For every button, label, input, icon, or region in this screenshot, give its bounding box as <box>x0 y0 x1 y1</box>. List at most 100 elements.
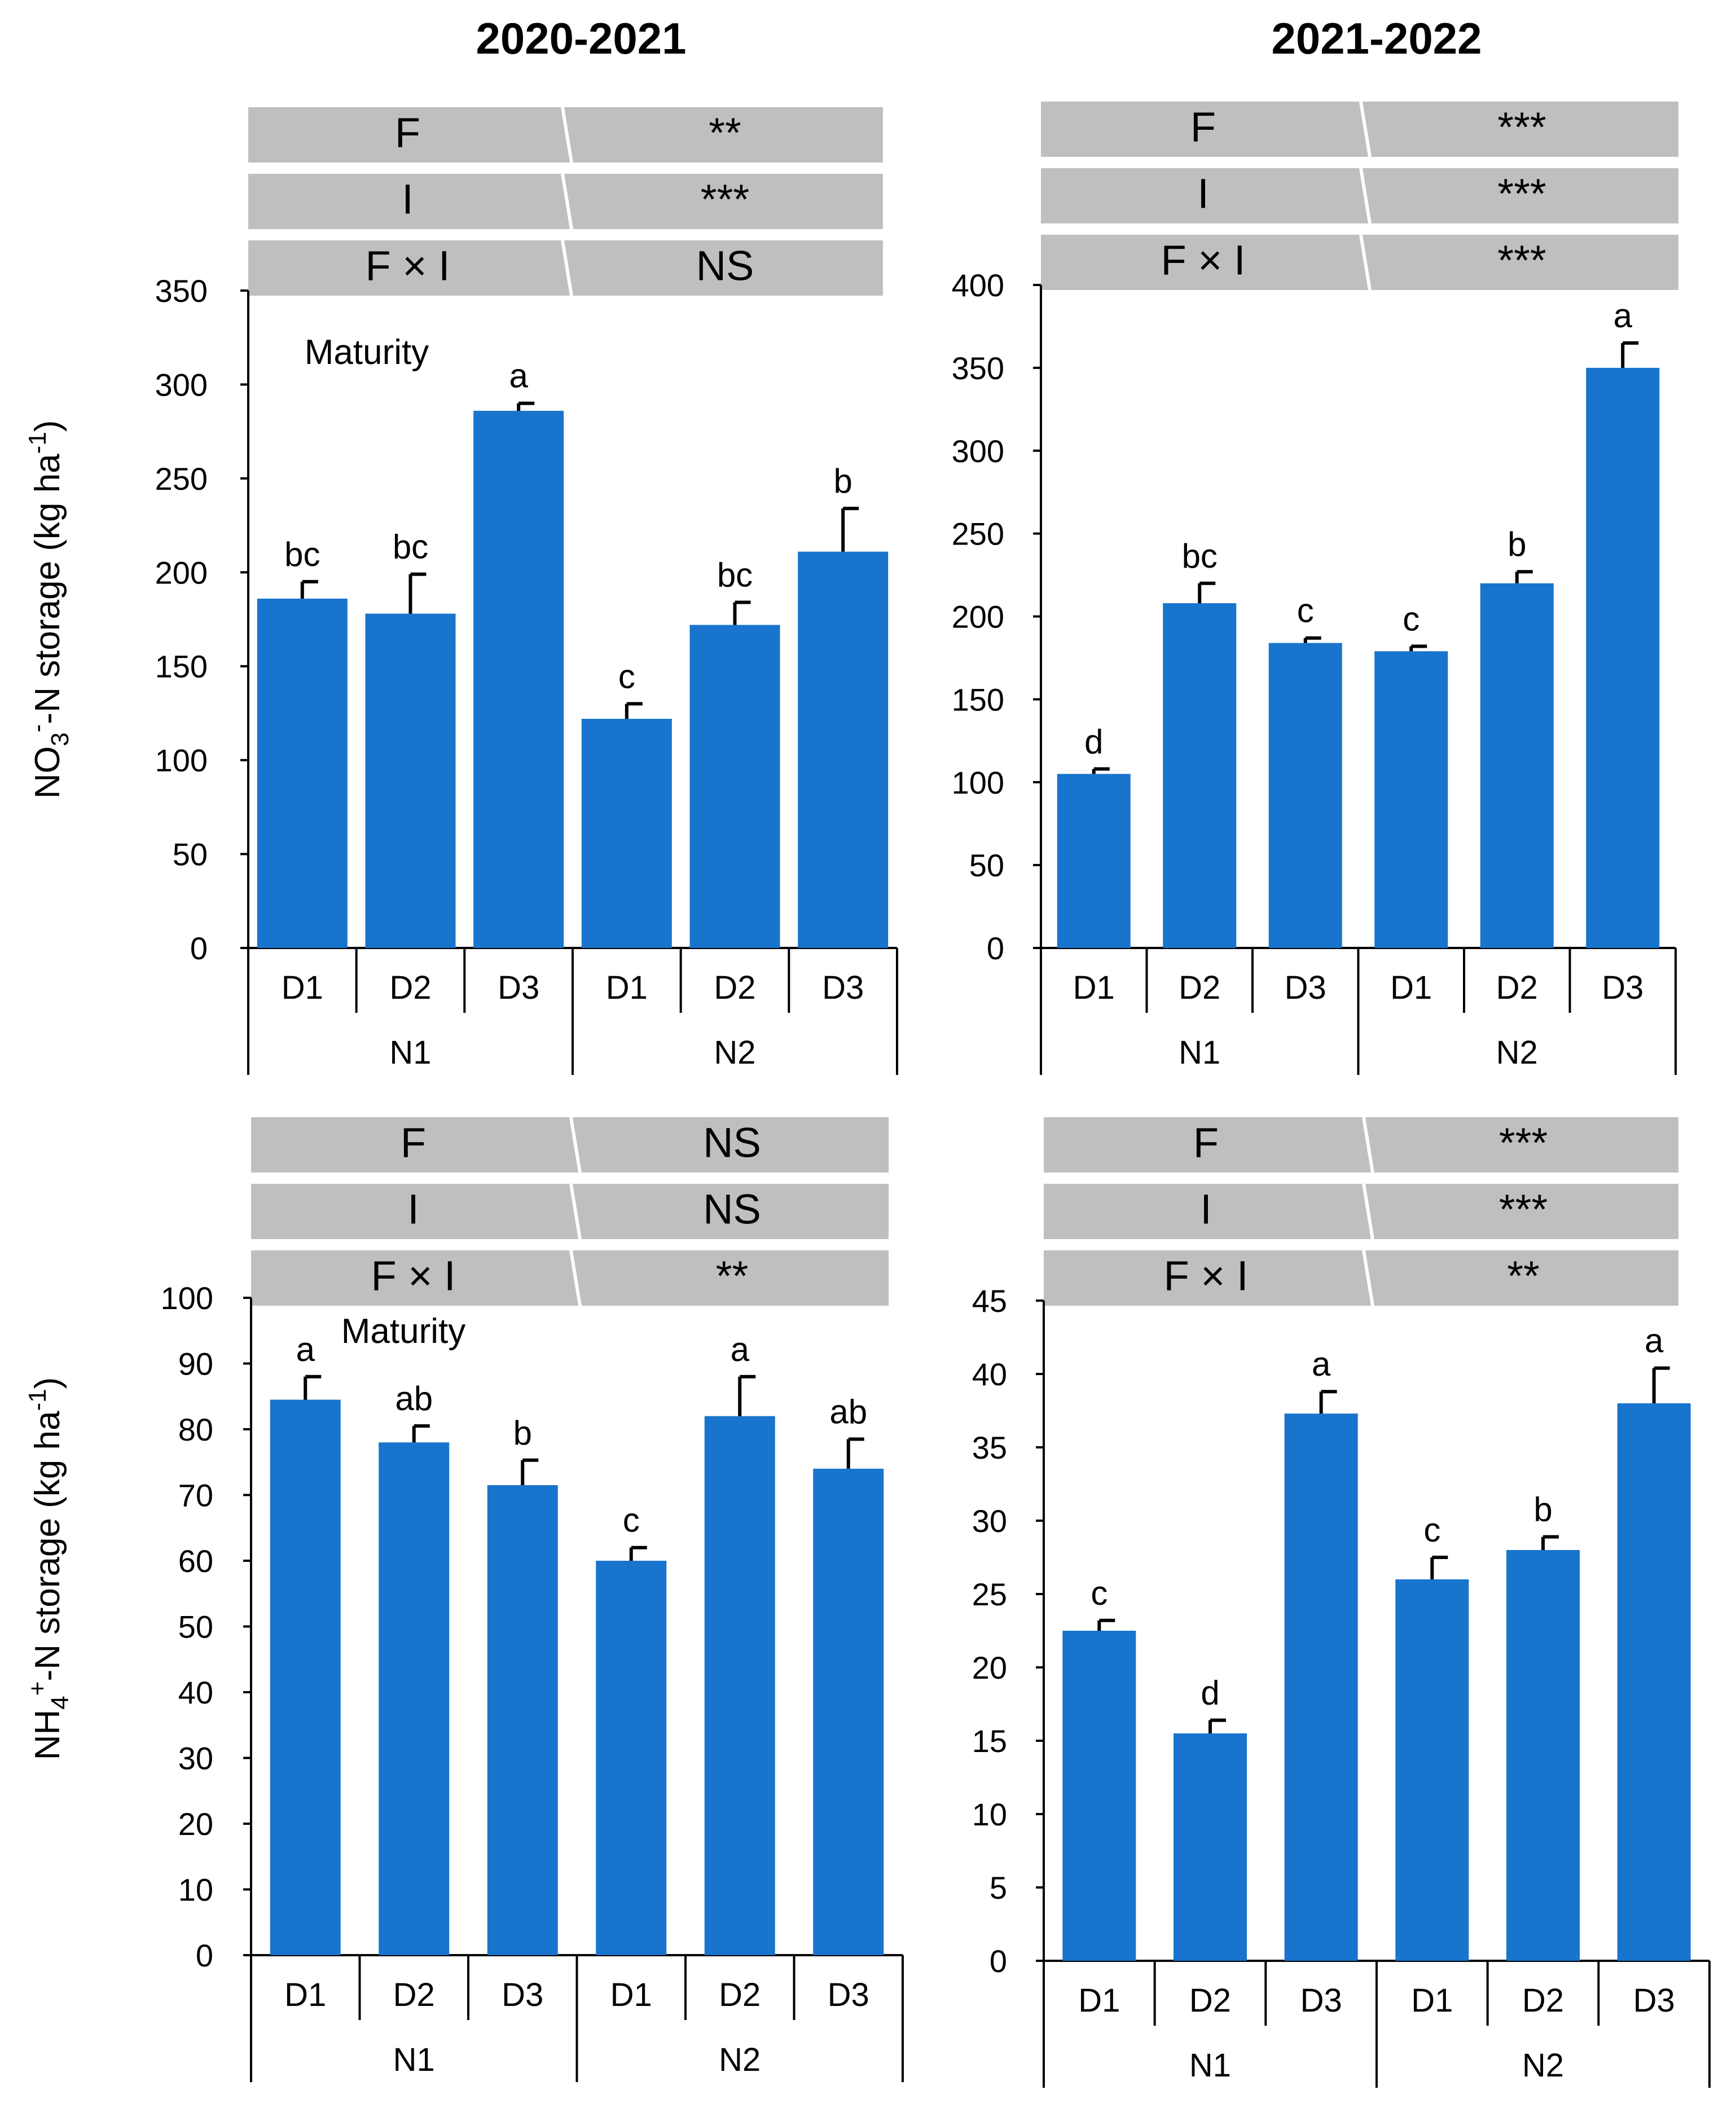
bar <box>581 718 672 948</box>
bar <box>1480 583 1554 948</box>
y-tick-label: 150 <box>952 682 1004 717</box>
bar <box>1617 1403 1691 1961</box>
y-tick-label: 45 <box>972 1283 1007 1319</box>
bar <box>1057 774 1131 948</box>
group-label: N1 <box>1189 2047 1231 2084</box>
stats-factor: F <box>1193 1119 1219 1166</box>
stats-divider <box>561 173 573 230</box>
significance-letter: a <box>1645 1322 1664 1360</box>
bar <box>1174 1733 1247 1961</box>
category-label: D2 <box>393 1977 435 2013</box>
significance-letter: ab <box>829 1393 867 1430</box>
bar <box>1268 643 1342 948</box>
y-tick-label: 200 <box>952 599 1004 635</box>
stats-divider <box>1362 1250 1374 1306</box>
y-tick-label: 0 <box>987 930 1004 966</box>
bar <box>798 551 889 948</box>
y-tick-label: 0 <box>990 1943 1007 1979</box>
y-tick-label: 250 <box>952 516 1004 552</box>
y-tick-label: 300 <box>155 367 208 402</box>
stats-row <box>1044 1250 1678 1306</box>
stats-factor: F <box>401 1119 426 1166</box>
bar <box>365 613 456 948</box>
category-label: D1 <box>610 1977 652 2013</box>
stats-factor: I <box>1197 170 1209 217</box>
significance-letter: c <box>623 1501 640 1539</box>
bar <box>1062 1631 1136 1961</box>
y-tick-label: 350 <box>952 350 1004 386</box>
y-tick-label: 0 <box>196 1938 213 1973</box>
category-label: D2 <box>1179 969 1220 1006</box>
category-label: D3 <box>1285 969 1326 1006</box>
significance-letter: c <box>618 657 635 695</box>
group-label: N2 <box>719 2041 761 2078</box>
y-tick-label: 50 <box>969 848 1004 883</box>
bar <box>813 1468 884 1955</box>
y-tick-label: 10 <box>178 1872 213 1908</box>
stats-significance: ** <box>716 1253 749 1299</box>
stats-significance: ** <box>709 109 741 156</box>
category-label: D2 <box>1522 1982 1564 2019</box>
bar <box>1163 603 1237 948</box>
stats-row <box>1044 1117 1678 1173</box>
category-label: D2 <box>719 1977 761 2013</box>
significance-letter: a <box>1614 297 1633 335</box>
category-label: D1 <box>1390 969 1432 1006</box>
significance-letter: a <box>296 1331 315 1368</box>
category-label: D1 <box>1073 969 1115 1006</box>
chart-no3-2021-2022: F *** I *** F × I *** 0 50 100 150 200 250 300 350 400… <box>952 101 1678 1075</box>
stats-divider <box>1359 168 1372 224</box>
y-tick-label: 10 <box>972 1797 1007 1832</box>
stats-significance: ** <box>1507 1253 1540 1299</box>
stats-factor: F × I <box>371 1253 455 1299</box>
stats-significance: *** <box>1497 237 1546 284</box>
category-label: D3 <box>1300 1982 1342 2019</box>
group-label: N1 <box>393 2041 435 2078</box>
y-tick-label: 100 <box>952 765 1004 800</box>
category-label: D1 <box>282 969 323 1006</box>
stats-significance: *** <box>1497 104 1546 151</box>
stats-factor: I <box>407 1186 419 1233</box>
stats-significance: NS <box>703 1119 761 1166</box>
category-label: D1 <box>1078 1982 1120 2019</box>
y-tick-label: 0 <box>190 930 208 966</box>
annotation-maturity: Maturity <box>305 333 429 372</box>
stats-row <box>1041 102 1678 157</box>
significance-letter: b <box>833 462 852 500</box>
significance-letter: a <box>1312 1345 1331 1383</box>
significance-letter: d <box>1084 723 1103 761</box>
y-tick-label: 25 <box>972 1577 1007 1612</box>
category-label: D2 <box>389 969 431 1006</box>
stats-factor: I <box>402 176 414 223</box>
bar <box>270 1399 341 1955</box>
category-label: D2 <box>714 969 755 1006</box>
bar <box>473 411 564 948</box>
significance-letter: ab <box>395 1380 433 1417</box>
stats-divider <box>569 1117 582 1173</box>
stats-significance: *** <box>1497 170 1546 217</box>
significance-letter: bc <box>1182 537 1218 575</box>
stats-factor: F × I <box>1163 1253 1248 1299</box>
stats-divider <box>561 107 573 163</box>
y-tick-label: 400 <box>952 267 1004 303</box>
category-label: D2 <box>1189 1982 1231 2019</box>
annotation-maturity: Maturity <box>341 1312 465 1351</box>
category-label: D3 <box>822 969 864 1006</box>
title-left: 2020-2021 <box>476 14 686 63</box>
bar <box>1506 1550 1580 1961</box>
bar <box>689 625 780 948</box>
chart-nh4-2021-2022: F *** I *** F × I ** 0 5 10 15 20 25 30 35 40 45 D1 D2 D3 D… <box>972 1117 1711 2088</box>
bar <box>379 1442 450 1955</box>
stats-significance: NS <box>703 1186 761 1233</box>
stats-divider <box>1359 234 1372 291</box>
y-tick-label: 150 <box>155 649 208 684</box>
y-tick-label: 80 <box>178 1412 213 1447</box>
category-label: D2 <box>1496 969 1538 1006</box>
y-tick-label: 20 <box>178 1806 213 1842</box>
group-label: N2 <box>1496 1034 1538 1071</box>
significance-letter: c <box>1403 600 1419 638</box>
stats-divider <box>561 240 573 296</box>
y-tick-label: 60 <box>178 1543 213 1579</box>
y-axis-label-bottom: NH4+-N storage (kg ha-1) <box>24 1377 74 1760</box>
significance-letter: b <box>513 1414 532 1452</box>
